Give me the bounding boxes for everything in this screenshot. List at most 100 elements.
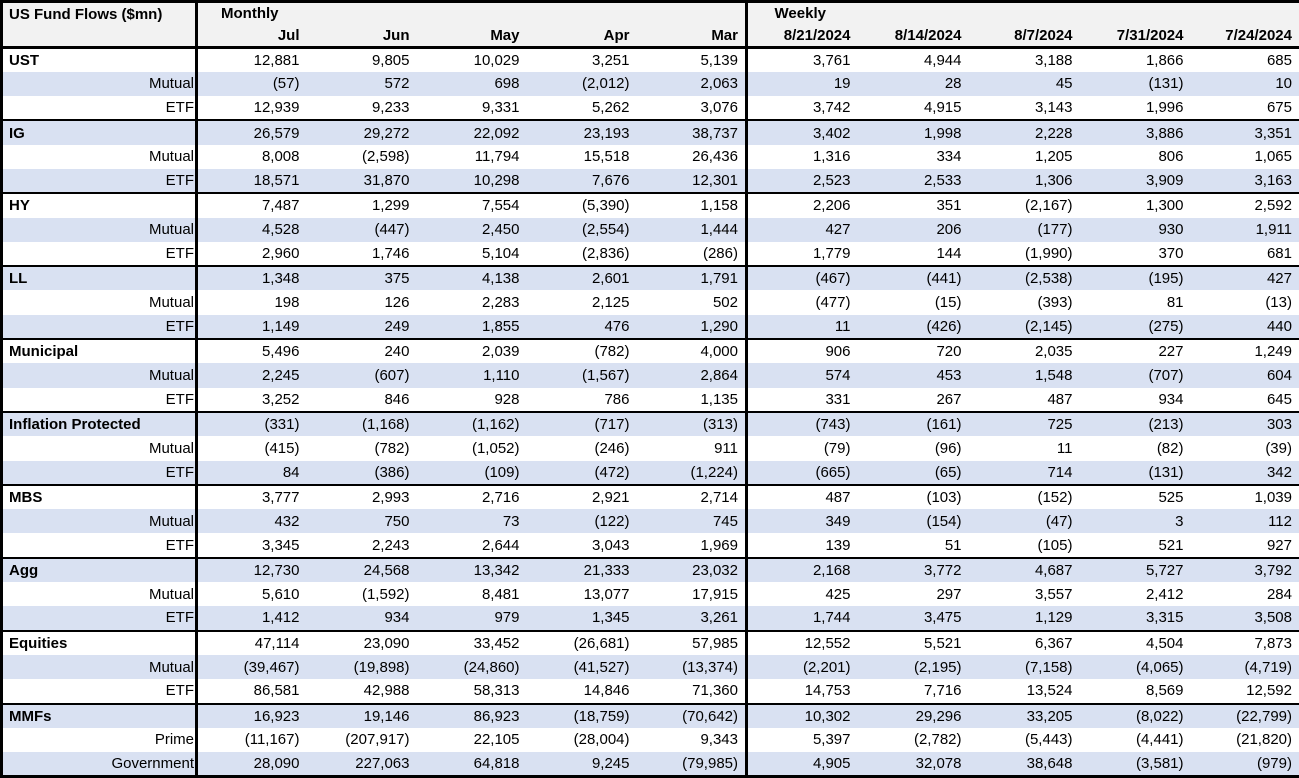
value-cell: 2,993 [306,483,417,510]
value-cell: 2,714 [636,483,747,510]
value-cell: 2,921 [526,483,637,510]
row-label: ETF [1,168,198,194]
value-cell: 714 [968,460,1080,485]
value-cell: (979) [1190,752,1299,777]
value-cell: (65) [857,460,969,485]
value-cell: 13,342 [416,556,527,583]
value-cell: 18,571 [196,168,307,194]
value-cell: (79) [745,436,858,461]
row-label: ETF [1,96,198,121]
value-cell: 502 [636,290,747,315]
row-label: Agg [1,556,198,583]
value-cell: 1,205 [968,144,1080,169]
value-cell: (2,538) [968,265,1080,291]
row-label: Mutual [1,290,198,315]
value-cell: 1,345 [526,606,637,631]
value-cell: (1,592) [306,582,417,607]
value-cell: 7,487 [196,192,307,218]
value-cell: (15) [857,290,969,315]
column-header-week-3: 8/7/2024 [968,24,1080,49]
value-cell: 13,077 [526,582,637,607]
value-cell: (24,860) [416,654,527,680]
value-cell: (393) [968,290,1080,315]
value-cell: 1,065 [1190,144,1299,169]
value-cell: 7,554 [416,192,527,218]
column-header-week-4: 7/31/2024 [1079,24,1191,49]
value-cell: 572 [306,71,417,97]
group-row: MBS 3,777 2,993 2,716 2,921 2,714 487 (103) (152… [1,483,1299,510]
sub-row: ETF 3,345 2,243 2,644 3,043 1,969 139 51 (105) 52… [1,533,1299,558]
value-cell: 9,233 [306,96,417,121]
value-cell: (131) [1079,460,1191,485]
column-header-jun: Jun [306,24,417,49]
value-cell: (447) [306,217,417,242]
column-header-week-1: 8/21/2024 [745,24,858,49]
value-cell: 6,367 [968,629,1080,655]
value-cell: (177) [968,217,1080,242]
group-row: Agg 12,730 24,568 13,342 21,333 23,032 2,168 3,… [1,556,1299,583]
value-cell: 4,915 [857,96,969,121]
value-cell: 1,110 [416,363,527,388]
value-cell: 10 [1190,71,1299,97]
weekly-section-label: Weekly [745,1,858,25]
column-header-week-2: 8/14/2024 [857,24,969,49]
value-cell: 73 [416,509,527,534]
sub-row: ETF 3,252 846 928 786 1,135 331 267 487 934 645 [1,387,1299,412]
value-cell: (275) [1079,314,1191,340]
value-cell: 930 [1079,217,1191,242]
value-cell: 26,436 [636,144,747,169]
value-cell: 9,343 [636,727,747,753]
value-cell: 2,523 [745,168,858,194]
value-cell: 979 [416,606,527,631]
row-label: Mutual [1,509,198,534]
value-cell: 342 [1190,460,1299,485]
value-cell: 33,205 [968,702,1080,728]
header-spacer [526,1,637,25]
value-cell: 23,090 [306,629,417,655]
value-cell: (426) [857,314,969,340]
value-cell: 3,261 [636,606,747,631]
value-cell: (22,799) [1190,702,1299,728]
value-cell: 453 [857,363,969,388]
value-cell: 22,092 [416,119,527,145]
sub-row: Mutual (57) 572 698 (2,012) 2,063 19 28 45 (131) 1… [1,71,1299,97]
value-cell: 45 [968,71,1080,97]
value-cell: 2,228 [968,119,1080,145]
column-header-mar: Mar [636,24,747,49]
value-cell: 2,245 [196,363,307,388]
value-cell: (4,065) [1079,654,1191,680]
value-cell: 1,855 [416,314,527,340]
sub-row: Mutual (39,467) (19,898) (24,860) (41,527) (1… [1,654,1299,680]
value-cell: (2,145) [968,314,1080,340]
row-label: UST [1,47,198,72]
value-cell: 3 [1079,509,1191,534]
column-header-may: May [416,24,527,49]
value-cell: (415) [196,436,307,461]
value-cell: 3,508 [1190,606,1299,631]
value-cell: 5,521 [857,629,969,655]
value-cell: 38,648 [968,752,1080,777]
value-cell: 427 [745,217,858,242]
value-cell: 2,716 [416,483,527,510]
value-cell: 9,245 [526,752,637,777]
value-cell: (2,598) [306,144,417,169]
sub-row: Mutual 8,008 (2,598) 11,794 15,518 26,436 1,31… [1,144,1299,169]
value-cell: 432 [196,509,307,534]
value-cell: 86,581 [196,679,307,704]
value-cell: 64,818 [416,752,527,777]
value-cell: 786 [526,387,637,412]
value-cell: 12,939 [196,96,307,121]
value-cell: 331 [745,387,858,412]
table-body: UST 12,881 9,805 10,029 3,251 5,139 3,761 4,944… [1,47,1299,777]
value-cell: 47,114 [196,629,307,655]
value-cell: (665) [745,460,858,485]
value-cell: 934 [306,606,417,631]
value-cell: 1,744 [745,606,858,631]
sub-row: Mutual 198 126 2,283 2,125 502 (477) (15) (393) 8… [1,290,1299,315]
value-cell: (2,012) [526,71,637,97]
value-cell: 14,753 [745,679,858,704]
value-cell: (5,443) [968,727,1080,753]
value-cell: 26,579 [196,119,307,145]
value-cell: 3,402 [745,119,858,145]
value-cell: 2,412 [1079,582,1191,607]
